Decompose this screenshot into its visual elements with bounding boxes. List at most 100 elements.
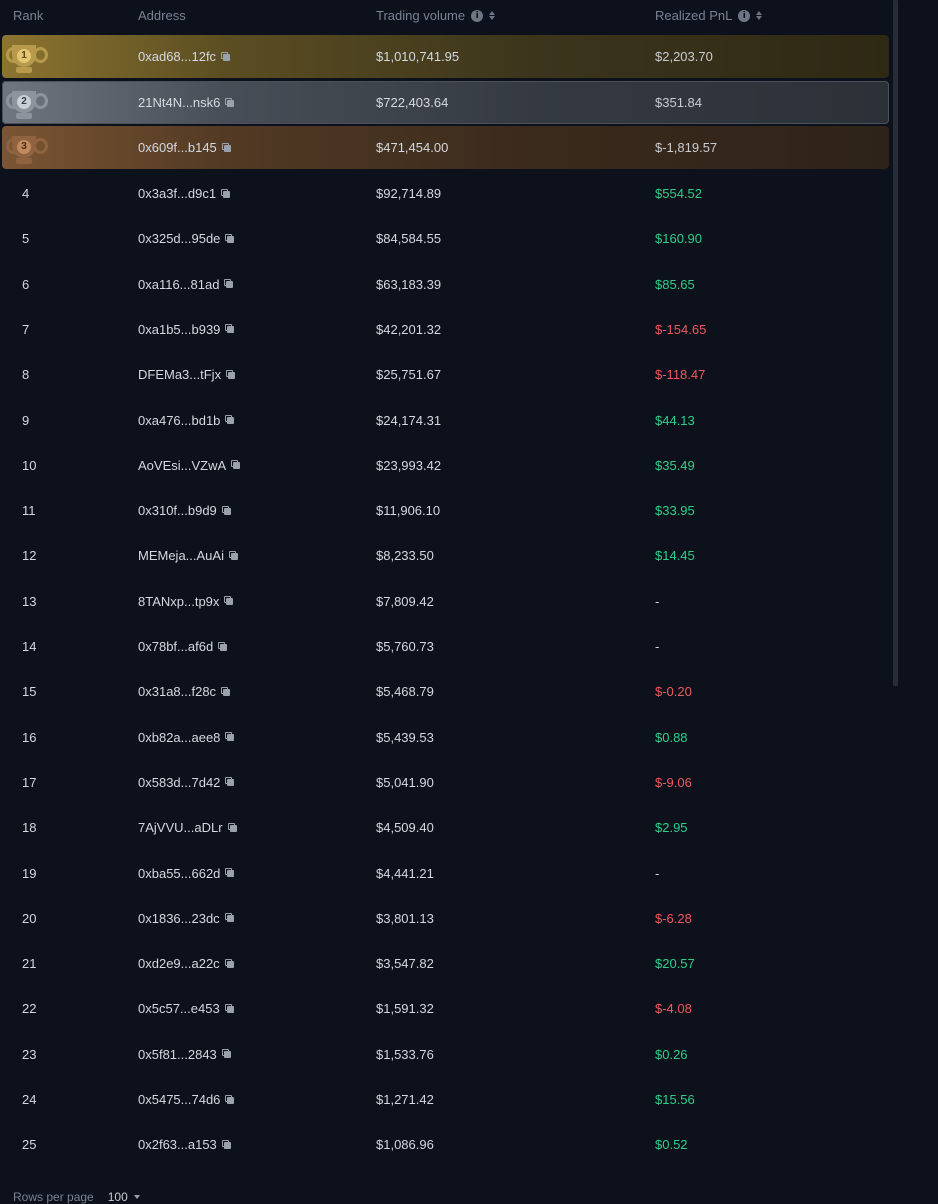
table-row[interactable]: 21 0xd2e9...a22c $3,547.82 $20.57	[0, 941, 893, 986]
table-row[interactable]: 5 0x325d...95de $84,584.55 $160.90	[0, 216, 893, 261]
copy-icon[interactable]	[225, 324, 235, 334]
copy-icon[interactable]	[225, 1094, 235, 1104]
address-text[interactable]: 0x609f...b145	[138, 140, 217, 155]
table-row[interactable]: 18 7AjVVU...aDLr $4,509.40 $2.95	[0, 805, 893, 850]
copy-icon[interactable]	[221, 505, 231, 515]
address-text[interactable]: MEMeja...AuAi	[138, 548, 224, 564]
address-text[interactable]: 0x583d...7d42	[138, 774, 221, 790]
info-icon[interactable]: i	[471, 9, 484, 22]
pnl-cell: $-154.65	[655, 321, 707, 337]
address-text[interactable]: 0x5475...74d6	[138, 1092, 221, 1107]
table-row[interactable]: 1 0xad68...12fc $1,010,741.95 $2,203.70	[2, 35, 889, 78]
copy-icon[interactable]	[224, 958, 234, 968]
table-row[interactable]: 25 0x2f63...a153 $1,086.96 $0.52	[0, 1122, 893, 1167]
rank-cell: 7	[22, 321, 30, 337]
volume-header-label[interactable]: Trading volume	[376, 8, 466, 23]
address-text[interactable]: 0xa116...81ad	[138, 276, 220, 292]
table-row[interactable]: 19 0xba55...662d $4,441.21 -	[0, 851, 893, 896]
address-text[interactable]: DFEMa3...tFjx	[138, 367, 222, 383]
copy-icon[interactable]	[227, 822, 237, 832]
address-text[interactable]: 8TANxp...tp9x	[138, 593, 220, 609]
volume-cell: $84,584.55	[376, 231, 442, 247]
address-text[interactable]: 21Nt4N...nsk6	[138, 95, 221, 110]
address-text[interactable]: 0x5c57...e453	[138, 1001, 220, 1017]
table-row[interactable]: 17 0x583d...7d42 $5,041.90 $-9.06	[0, 760, 893, 805]
address-text[interactable]: 0xa476...bd1b	[138, 412, 221, 428]
pnl-header-label[interactable]: Realized PnL	[655, 8, 733, 23]
address-text[interactable]: 0x1836...23dc	[138, 910, 220, 926]
address-text[interactable]: 0x310f...b9d9	[138, 503, 217, 519]
table-row[interactable]: 9 0xa476...bd1b $24,174.31 $44.13	[0, 398, 893, 443]
copy-icon[interactable]	[225, 97, 235, 107]
copy-icon[interactable]	[228, 550, 238, 560]
copy-icon[interactable]	[225, 233, 235, 243]
bronze-trophy-icon: 3	[6, 128, 48, 168]
copy-icon[interactable]	[225, 777, 235, 787]
table-row[interactable]: 11 0x310f...b9d9 $11,906.10 $33.95	[0, 488, 893, 533]
rank-cell: 21	[22, 956, 37, 972]
address-text[interactable]: 0x5f81...2843	[138, 1046, 217, 1062]
pnl-cell: $35.49	[655, 457, 695, 473]
address-text[interactable]: 0xba55...662d	[138, 865, 221, 881]
copy-icon[interactable]	[221, 1049, 231, 1059]
volume-cell: $1,010,741.95	[376, 49, 460, 64]
copy-icon[interactable]	[224, 596, 234, 606]
table-row[interactable]: 12 MEMeja...AuAi $8,233.50 $14.45	[0, 533, 893, 578]
copy-icon[interactable]	[226, 369, 236, 379]
address-cell: MEMeja...AuAi	[138, 533, 238, 578]
table-row[interactable]: 23 0x5f81...2843 $1,533.76 $0.26	[0, 1032, 893, 1077]
info-icon[interactable]: i	[738, 9, 751, 22]
scrollbar[interactable]	[893, 0, 898, 686]
copy-icon[interactable]	[221, 1139, 231, 1149]
address-text[interactable]: 0x2f63...a153	[138, 1137, 217, 1153]
table-row[interactable]: 2 21Nt4N...nsk6 $722,403.64 $351.84	[2, 81, 889, 124]
address-text[interactable]: 0xa1b5...b939	[138, 321, 221, 337]
address-cell: 7AjVVU...aDLr	[138, 805, 237, 850]
scrollbar-thumb[interactable]	[893, 0, 898, 686]
copy-icon[interactable]	[225, 415, 235, 424]
table-row[interactable]: 24 0x5475...74d6 $1,271.42 $15.56	[0, 1077, 893, 1122]
table-row[interactable]: 4 0x3a3f...d9c1 $92,714.89 $554.52	[0, 171, 893, 216]
address-text[interactable]: 0x31a8...f28c	[138, 684, 217, 700]
address-text[interactable]: 0x78bf...af6d	[138, 639, 214, 654]
rank-trophy: 2	[6, 81, 48, 124]
copy-icon[interactable]	[224, 279, 234, 289]
table-row[interactable]: 20 0x1836...23dc $3,801.13 $-6.28	[0, 896, 893, 941]
rows-per-page-value[interactable]: 100	[107, 1190, 128, 1204]
address-text[interactable]: AoVEsi...VZwA	[138, 457, 227, 473]
pnl-column-header[interactable]: Realized PnL i	[655, 8, 763, 23]
chevron-down-icon[interactable]	[133, 1195, 140, 1199]
copy-icon[interactable]	[221, 686, 231, 696]
address-text[interactable]: 0x3a3f...d9c1	[138, 186, 217, 201]
address-text[interactable]: 0xb82a...aee8	[138, 729, 221, 745]
copy-icon[interactable]	[221, 188, 231, 198]
address-text[interactable]: 7AjVVU...aDLr	[138, 820, 223, 836]
rank-cell: 12	[22, 548, 37, 564]
volume-column-header[interactable]: Trading volume i	[376, 8, 496, 23]
table-row[interactable]: 13 8TANxp...tp9x $7,809.42 -	[0, 579, 893, 624]
copy-icon[interactable]	[224, 913, 234, 923]
copy-icon[interactable]	[224, 1003, 234, 1013]
copy-icon[interactable]	[231, 460, 241, 470]
address-text[interactable]: 0xad68...12fc	[138, 49, 217, 64]
table-row[interactable]: 16 0xb82a...aee8 $5,439.53 $0.88	[0, 715, 893, 760]
copy-icon[interactable]	[225, 868, 235, 877]
rows-per-page-select[interactable]: 100	[108, 1190, 140, 1204]
copy-icon[interactable]	[218, 641, 228, 651]
table-row[interactable]: 6 0xa116...81ad $63,183.39 $85.65	[0, 262, 893, 307]
copy-icon[interactable]	[221, 142, 231, 152]
table-row[interactable]: 10 AoVEsi...VZwA $23,993.42 $35.49	[0, 443, 893, 488]
table-row[interactable]: 8 DFEMa3...tFjx $25,751.67 $-118.47	[0, 352, 893, 397]
table-row[interactable]: 22 0x5c57...e453 $1,591.32 $-4.08	[0, 986, 893, 1031]
table-row[interactable]: 7 0xa1b5...b939 $42,201.32 $-154.65	[0, 307, 893, 352]
address-text[interactable]: 0xd2e9...a22c	[138, 956, 220, 972]
address-text[interactable]: 0x325d...95de	[138, 231, 221, 247]
table-row[interactable]: 3 0x609f...b145 $471,454.00 $-1,819.57	[2, 126, 889, 169]
sort-icon[interactable]	[489, 11, 496, 20]
copy-icon[interactable]	[225, 732, 235, 742]
copy-icon[interactable]	[221, 51, 231, 61]
sort-icon[interactable]	[756, 11, 763, 20]
table-row[interactable]: 14 0x78bf...af6d $5,760.73 -	[0, 624, 893, 669]
leaderboard-table: Rank Address Trading volume i Realized P…	[0, 0, 893, 1152]
table-row[interactable]: 15 0x31a8...f28c $5,468.79 $-0.20	[0, 669, 893, 714]
